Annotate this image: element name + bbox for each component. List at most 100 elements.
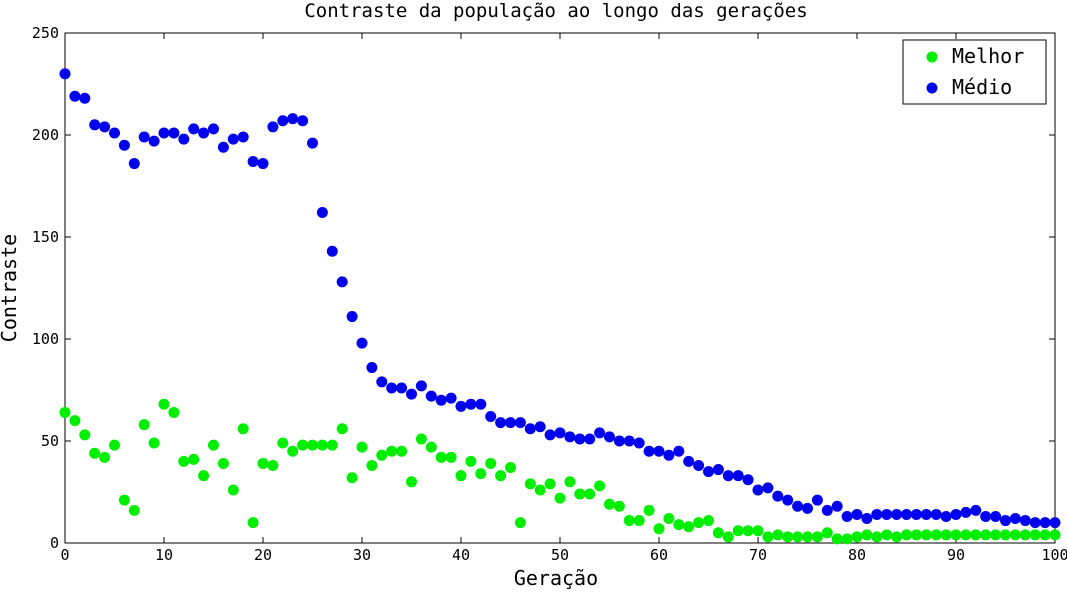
data-point-medio [485, 411, 497, 423]
data-point-medio [247, 156, 259, 168]
data-point-melhor [138, 419, 150, 431]
data-point-medio [990, 510, 1002, 522]
data-point-melhor [386, 445, 398, 457]
data-point-medio [792, 500, 804, 512]
data-point-medio [841, 510, 853, 522]
data-point-medio [495, 417, 507, 429]
data-point-medio [366, 362, 378, 374]
data-point-melhor [455, 470, 467, 482]
data-point-medio [1000, 515, 1011, 527]
data-point-medio [316, 207, 328, 219]
data-point-melhor [574, 488, 586, 500]
data-point-medio [811, 494, 823, 506]
data-point-medio [227, 133, 239, 145]
data-point-melhor [435, 451, 447, 463]
data-point-medio [703, 466, 714, 478]
data-point-melhor [267, 459, 279, 471]
data-point-melhor [346, 472, 358, 484]
data-point-medio [425, 390, 437, 402]
data-point-medio [802, 502, 813, 514]
data-point-melhor [1000, 529, 1011, 541]
data-point-melhor [1029, 529, 1041, 541]
legend-box [902, 39, 1047, 105]
data-point-medio [901, 508, 912, 520]
data-point-melhor [643, 504, 655, 516]
data-point-medio [307, 137, 318, 149]
data-point-medio [940, 510, 952, 522]
data-point-medio [128, 158, 140, 170]
data-point-medio [930, 508, 942, 520]
y-tick-label: 200 [32, 126, 59, 144]
data-point-melhor [871, 531, 883, 543]
data-point-melhor [802, 531, 813, 543]
data-point-medio [742, 474, 754, 486]
x-tick-label: 20 [254, 546, 272, 564]
data-point-medio [623, 435, 635, 447]
data-point-medio [851, 508, 863, 520]
data-point-melhor [485, 457, 497, 469]
data-point-melhor [861, 529, 873, 541]
x-tick-label: 40 [452, 546, 470, 564]
data-point-medio [257, 158, 269, 170]
data-point-melhor [148, 437, 160, 449]
data-point-melhor [970, 529, 982, 541]
plot-area [64, 32, 1056, 544]
data-point-medio [198, 127, 210, 139]
x-tick-label: 0 [60, 546, 69, 564]
data-point-melhor [465, 455, 477, 467]
data-point-medio [435, 394, 447, 406]
data-point-melhor [960, 529, 972, 541]
data-point-melhor [772, 529, 784, 541]
x-tick-label: 60 [650, 546, 668, 564]
data-point-melhor [881, 529, 893, 541]
data-point-melhor [831, 533, 843, 545]
data-point-medio [386, 382, 398, 394]
data-point-melhor [247, 517, 259, 529]
data-point-medio [594, 427, 606, 439]
data-point-medio [168, 127, 180, 139]
data-point-melhor [940, 529, 952, 541]
data-point-melhor [613, 500, 625, 512]
data-point-medio [613, 435, 625, 447]
y-tick-label: 50 [41, 432, 59, 450]
data-point-medio [712, 464, 724, 476]
data-point-melhor [722, 531, 734, 543]
data-point-melhor [168, 406, 180, 418]
data-point-melhor [297, 439, 309, 451]
data-point-medio [762, 482, 774, 494]
data-point-medio [514, 417, 526, 429]
data-point-melhor [693, 517, 705, 529]
data-point-melhor [673, 519, 685, 531]
data-point-medio [920, 508, 932, 520]
data-point-melhor [742, 525, 754, 537]
y-tick-label: 150 [32, 228, 59, 246]
data-point-melhor [901, 529, 912, 541]
data-point-medio [89, 119, 101, 131]
data-point-medio [732, 470, 744, 482]
data-point-melhor [1039, 529, 1051, 541]
data-point-medio [544, 429, 556, 441]
data-point-medio [326, 245, 338, 257]
data-points [59, 68, 1061, 545]
data-point-medio [109, 127, 120, 139]
data-point-medio [604, 431, 615, 443]
data-point-melhor [554, 492, 566, 504]
data-point-medio [79, 92, 91, 104]
data-point-melhor [257, 457, 269, 469]
data-point-melhor [920, 529, 932, 541]
data-point-melhor [287, 445, 299, 457]
data-point-medio [584, 433, 596, 445]
data-point-melhor [445, 451, 457, 463]
data-point-melhor [118, 494, 130, 506]
data-point-melhor [762, 531, 774, 543]
data-point-melhor [505, 462, 516, 474]
data-point-melhor [217, 457, 229, 469]
data-point-medio [59, 68, 71, 80]
data-point-melhor [514, 517, 526, 529]
data-point-medio [336, 276, 348, 288]
x-tick-label: 100 [1041, 546, 1067, 564]
data-point-melhor [316, 439, 328, 451]
data-point-melhor [792, 531, 804, 543]
data-point-melhor [406, 476, 417, 488]
data-point-medio [950, 508, 962, 520]
